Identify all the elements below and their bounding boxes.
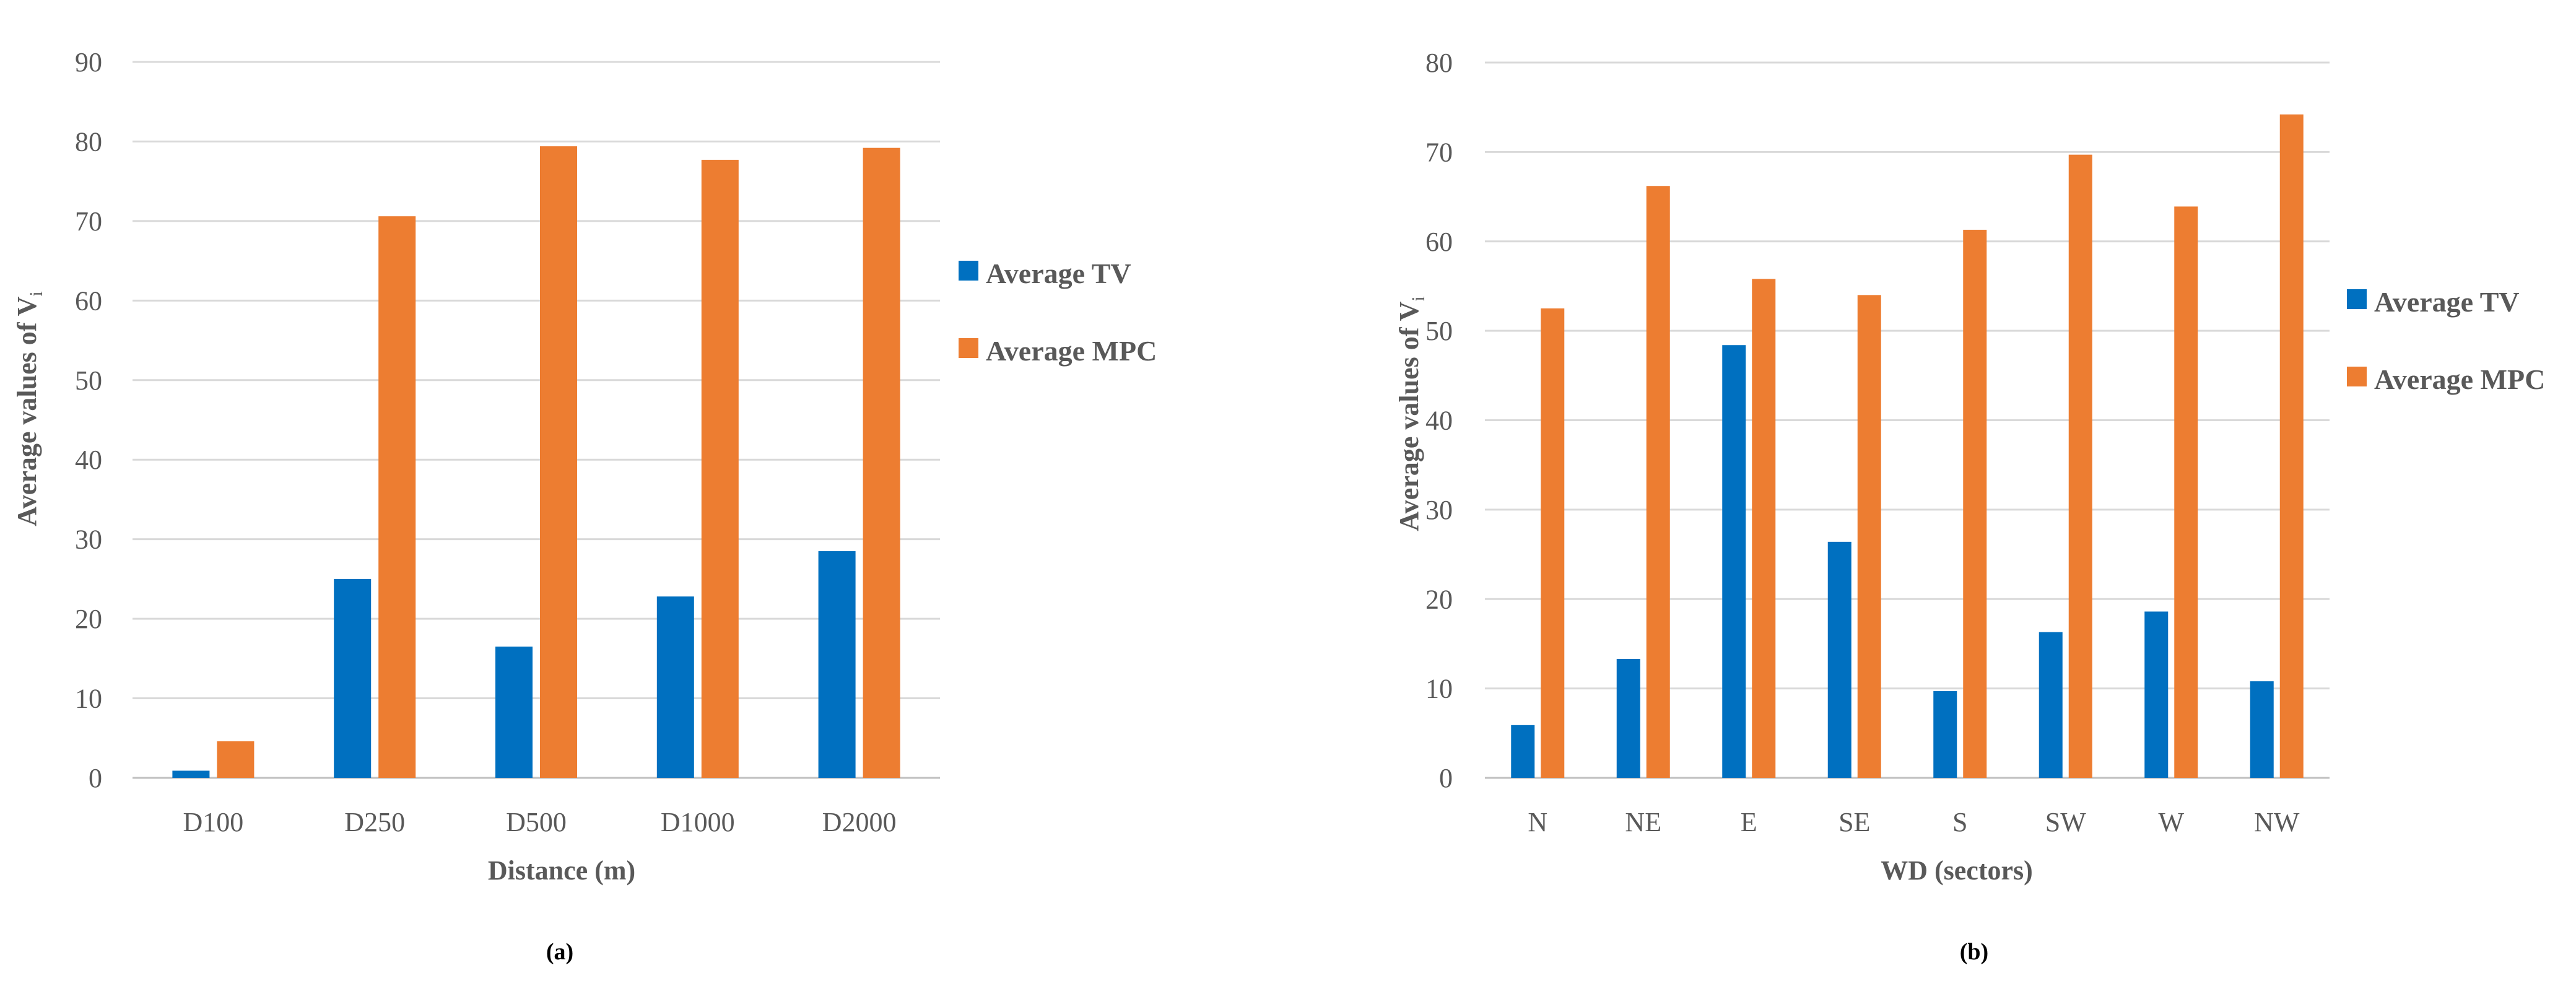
- chart-b-y-tick-label: 60: [1425, 227, 1453, 257]
- chart-b-caption: (b): [1960, 939, 1988, 965]
- chart-b-bar-average-mpc-sw: [2068, 154, 2092, 778]
- chart-b-x-tick-label: E: [1741, 807, 1757, 837]
- chart-b-x-tick-label: N: [1528, 807, 1547, 837]
- chart-b-y-tick-label: 50: [1425, 316, 1453, 346]
- chart-b-y-axis-title-main: Average values of V: [1394, 301, 1424, 531]
- chart-b-bar-average-tv-n: [1511, 725, 1535, 778]
- chart-b-x-tick-label: NE: [1625, 807, 1661, 837]
- chart-a-legend-swatch-average-tv: [959, 261, 978, 281]
- chart-b-bar-average-mpc-nw: [2279, 114, 2304, 778]
- chart-b-legend-label-average-tv: Average TV: [2374, 286, 2520, 318]
- chart-a-legend-label-average-mpc: Average MPC: [986, 335, 1157, 367]
- chart-a-bar-average-tv-d100: [172, 770, 210, 778]
- chart-b: 0 10 20 30 40 50 60 70 80 N NE E SE S SW W NW WD (secto…: [1394, 48, 2545, 965]
- chart-a: 0 10 20 30 40 50 60 70 80 90 D100 D250 D500 D1000 D20…: [12, 47, 1157, 965]
- chart-b-legend-swatch-average-tv: [2347, 289, 2367, 309]
- chart-b-legend-label-average-mpc: Average MPC: [2374, 364, 2545, 395]
- chart-a-y-axis-title: Average values of Vi: [12, 291, 46, 526]
- chart-a-legend: Average TV Average MPC: [959, 258, 1157, 367]
- chart-a-y-tick-label: 20: [75, 604, 102, 634]
- chart-b-legend: Average TV Average MPC: [2347, 286, 2545, 395]
- chart-a-y-axis-title-subscript: i: [26, 291, 46, 296]
- chart-a-x-tick-label: D2000: [822, 807, 897, 837]
- chart-a-bar-average-tv-d1000: [656, 596, 694, 778]
- chart-a-x-axis-title: Distance (m): [488, 855, 635, 886]
- chart-b-bar-average-tv-w: [2144, 611, 2169, 778]
- chart-b-y-tick-label: 20: [1425, 584, 1453, 614]
- chart-b-legend-swatch-average-mpc: [2347, 367, 2367, 386]
- chart-b-bar-average-mpc-e: [1752, 279, 1776, 778]
- chart-b-y-axis-title: Average values of Vi: [1394, 296, 1429, 531]
- chart-a-bar-average-mpc-d2000: [863, 147, 900, 778]
- chart-b-x-tick-label: NW: [2254, 807, 2300, 837]
- chart-a-y-axis-title-main: Average values of V: [12, 296, 42, 526]
- chart-a-x-tick-label: D1000: [661, 807, 735, 837]
- chart-b-y-tick-label: 80: [1425, 48, 1453, 78]
- chart-b-bar-average-mpc-n: [1541, 308, 1565, 778]
- chart-a-y-tick-label: 70: [75, 206, 102, 237]
- chart-a-y-tick-label: 80: [75, 126, 102, 157]
- chart-a-y-tick-label: 10: [75, 684, 102, 714]
- chart-b-bar-average-tv-nw: [2250, 681, 2274, 778]
- chart-a-bar-average-mpc-d1000: [701, 159, 739, 778]
- chart-a-legend-label-average-tv: Average TV: [986, 258, 1131, 289]
- chart-a-bar-average-mpc-d100: [217, 741, 255, 778]
- chart-b-x-tick-label: W: [2158, 807, 2184, 837]
- chart-b-y-tick-label: 0: [1439, 763, 1453, 793]
- chart-b-bar-average-mpc-s: [1963, 229, 1987, 778]
- chart-a-x-tick-label: D250: [344, 807, 405, 837]
- chart-b-y-tick-label: 70: [1425, 137, 1453, 167]
- chart-b-bar-average-tv-e: [1722, 345, 1746, 778]
- chart-a-y-tick-label: 90: [75, 47, 102, 77]
- chart-b-x-tick-label: S: [1952, 807, 1967, 837]
- chart-a-y-tick-label: 30: [75, 525, 102, 555]
- chart-b-y-tick-label: 30: [1425, 495, 1453, 525]
- chart-a-bar-average-tv-d250: [334, 578, 372, 778]
- chart-a-x-tick-label: D100: [183, 807, 244, 837]
- chart-b-y-axis-title-subscript: i: [1408, 296, 1429, 301]
- chart-b-y-tick-label: 10: [1425, 674, 1453, 704]
- chart-a-y-tick-label: 50: [75, 365, 102, 396]
- chart-a-caption: (a): [546, 939, 573, 965]
- chart-b-bar-average-tv-se: [1827, 541, 1852, 778]
- chart-b-bar-average-tv-s: [1933, 691, 1957, 778]
- chart-a-bar-average-tv-d500: [495, 647, 533, 778]
- chart-b-bar-average-mpc-ne: [1646, 186, 1670, 778]
- chart-b-x-tick-label: SW: [2045, 807, 2086, 837]
- chart-b-bar-average-mpc-w: [2174, 206, 2198, 778]
- chart-b-x-axis-title: WD (sectors): [1881, 855, 2033, 886]
- chart-a-bar-average-mpc-d250: [378, 216, 416, 778]
- chart-a-x-tick-label: D500: [506, 807, 567, 837]
- chart-b-bar-average-mpc-se: [1857, 295, 1881, 778]
- chart-a-y-tick-label: 40: [75, 445, 102, 475]
- chart-b-x-tick-label: SE: [1838, 807, 1870, 837]
- chart-a-bar-average-mpc-d500: [540, 146, 577, 778]
- chart-a-y-tick-label: 0: [89, 763, 102, 793]
- chart-a-legend-swatch-average-mpc: [959, 338, 978, 358]
- chart-b-y-tick-label: 40: [1425, 406, 1453, 436]
- chart-a-bar-average-tv-d2000: [818, 551, 856, 778]
- chart-a-y-tick-label: 60: [75, 286, 102, 316]
- chart-b-bar-average-tv-ne: [1616, 658, 1640, 778]
- chart-b-bar-average-tv-sw: [2039, 632, 2063, 778]
